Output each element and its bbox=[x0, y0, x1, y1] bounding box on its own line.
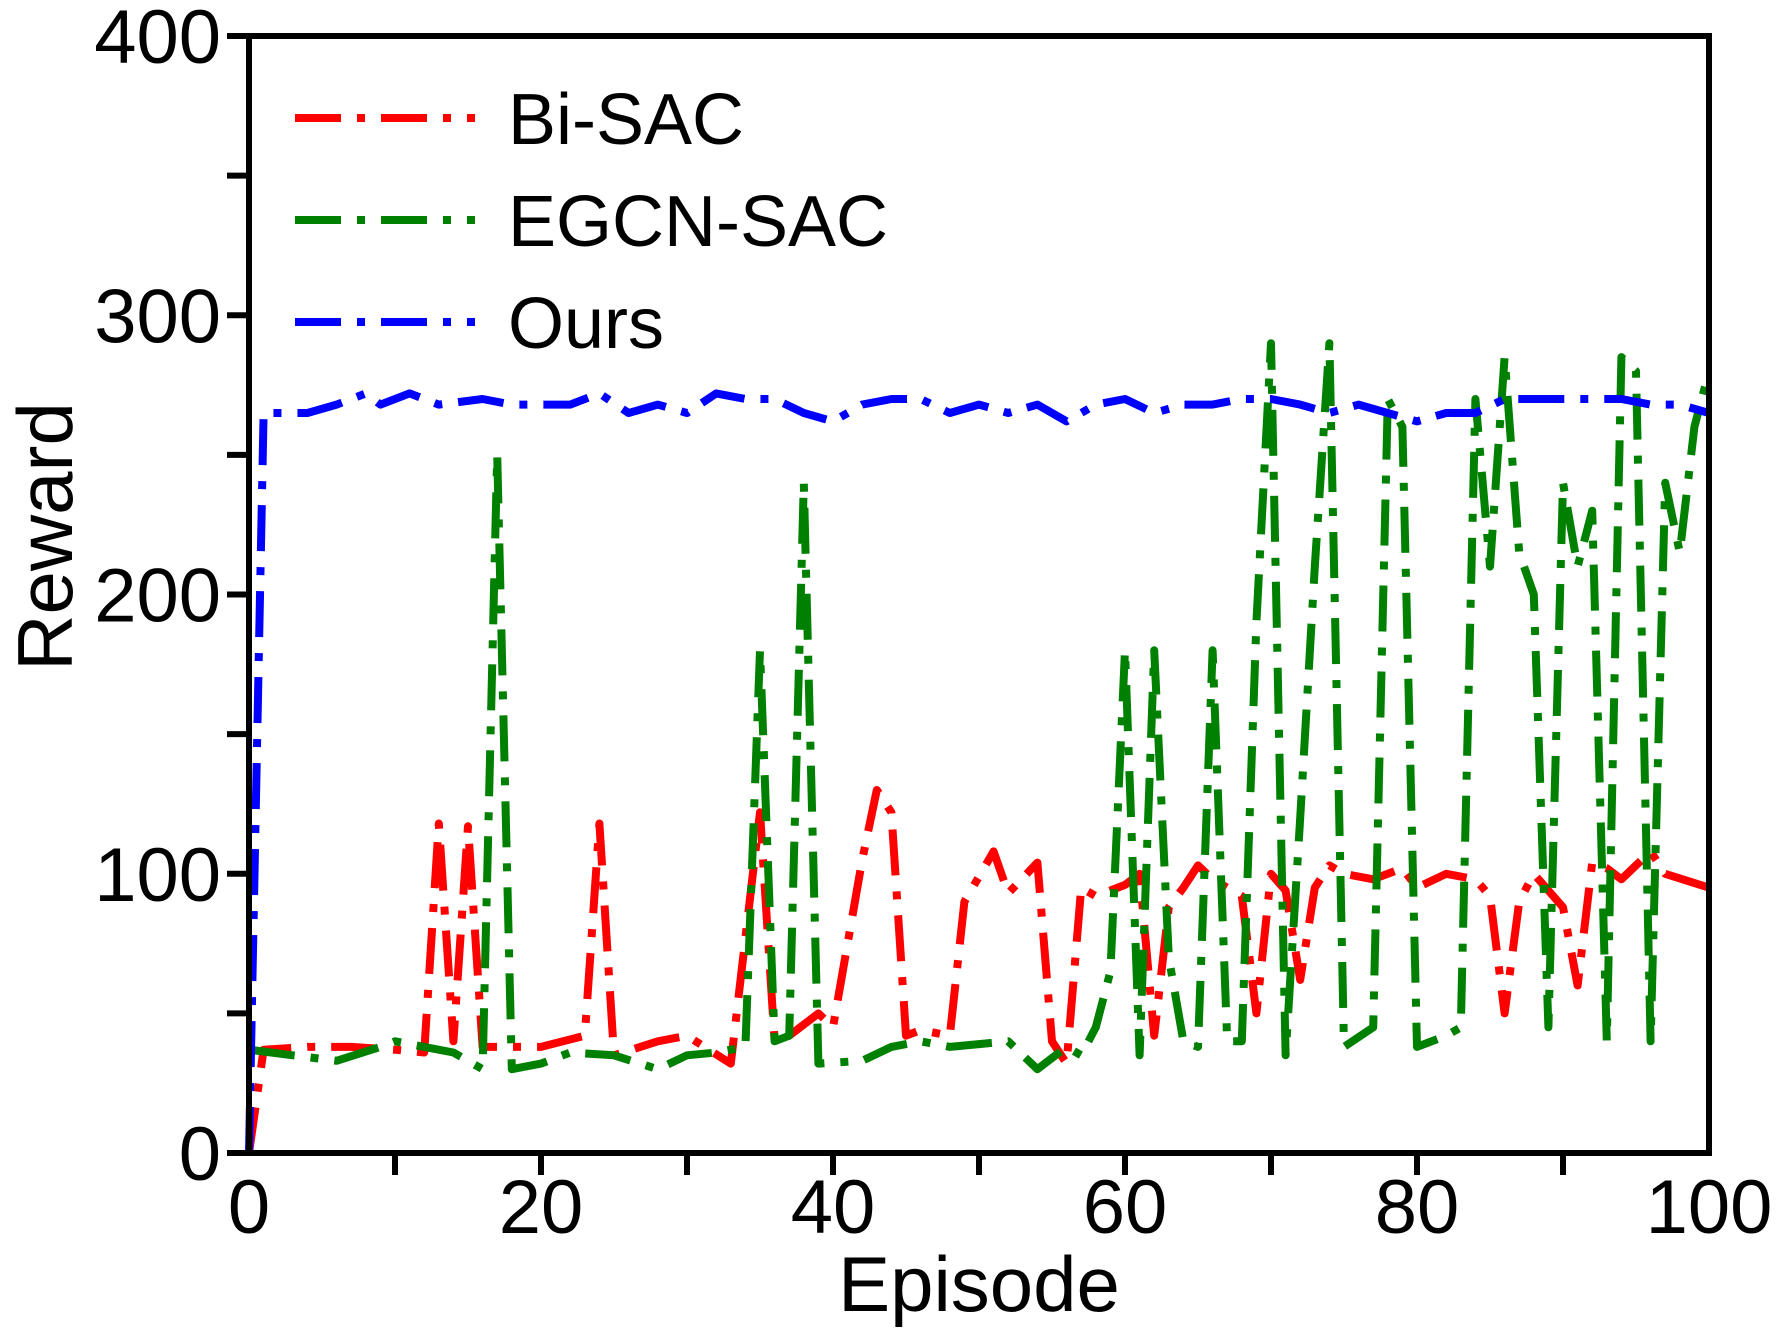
y-tick-label: 300 bbox=[94, 274, 221, 359]
series-line-bi-sac bbox=[245, 786, 1711, 1154]
series-layer bbox=[245, 339, 1713, 1154]
x-tick-label: 20 bbox=[499, 1165, 584, 1250]
x-axis-label: Episode bbox=[838, 1240, 1120, 1328]
series-line-ours bbox=[245, 389, 1711, 1154]
ticks-layer: 0 20 40 60 80 100 0 100 200 300 400 bbox=[94, 0, 1772, 1250]
y-tick-label: 400 bbox=[94, 0, 221, 80]
legend-label: Bi-SAC bbox=[508, 80, 744, 160]
legend: Bi-SAC EGCN-SAC Ours bbox=[295, 80, 888, 364]
legend-label: EGCN-SAC bbox=[508, 182, 888, 262]
x-tick-label: 60 bbox=[1083, 1165, 1168, 1250]
x-tick-label: 80 bbox=[1375, 1165, 1460, 1250]
series-line-egcn-sac bbox=[248, 339, 1713, 1074]
x-tick-label: 0 bbox=[228, 1165, 270, 1250]
legend-label: Ours bbox=[508, 284, 664, 364]
y-tick-label: 200 bbox=[94, 554, 221, 639]
y-tick-label: 100 bbox=[94, 833, 221, 918]
plot-frame bbox=[246, 33, 1712, 1156]
x-tick-label: 40 bbox=[791, 1165, 876, 1250]
y-axis-label: Reward bbox=[1, 402, 89, 671]
y-tick-label: 0 bbox=[179, 1112, 221, 1197]
x-tick-label: 100 bbox=[1646, 1165, 1773, 1250]
